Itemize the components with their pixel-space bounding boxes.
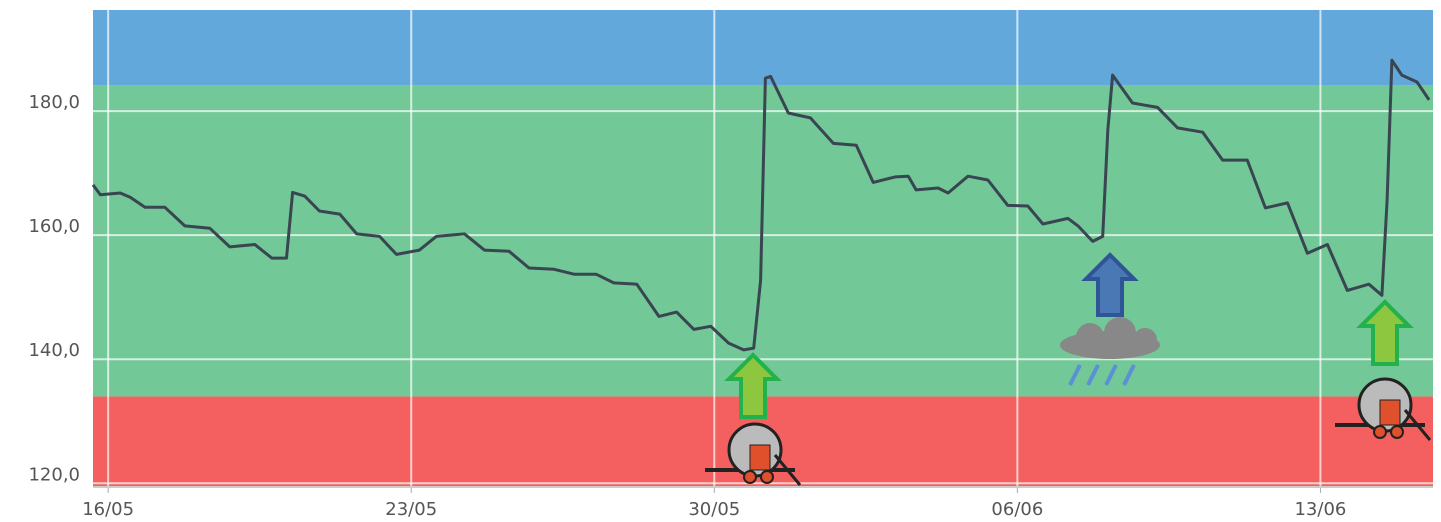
x-tick-label: 16/05 bbox=[82, 499, 134, 520]
plot bbox=[91, 58, 1431, 352]
irrigation-reel bbox=[705, 422, 802, 486]
line-series bbox=[91, 58, 1431, 352]
y-tick-label: 160,0 bbox=[28, 216, 80, 237]
y-tick-label: 120,0 bbox=[28, 464, 80, 485]
irrigation-arrow bbox=[724, 352, 782, 419]
y-tick-label: 140,0 bbox=[28, 340, 80, 361]
grid: 120,0 140,0 160,0 180,0 16/05 23/05 30/05 06/06… bbox=[28, 10, 1433, 520]
band bbox=[93, 10, 1433, 86]
rain-arrow bbox=[1081, 252, 1139, 317]
icons bbox=[705, 252, 1432, 486]
irrigation-reel bbox=[1335, 377, 1432, 441]
y-tick-label: 180,0 bbox=[28, 92, 80, 113]
x-tick-label: 23/05 bbox=[385, 499, 437, 520]
x-tick-label: 13/06 bbox=[1294, 499, 1346, 520]
irrigation-arrow bbox=[1356, 299, 1414, 366]
rain-cloud bbox=[1060, 317, 1160, 386]
x-tick-label: 06/06 bbox=[991, 499, 1043, 520]
x-tick-label: 30/05 bbox=[688, 499, 740, 520]
